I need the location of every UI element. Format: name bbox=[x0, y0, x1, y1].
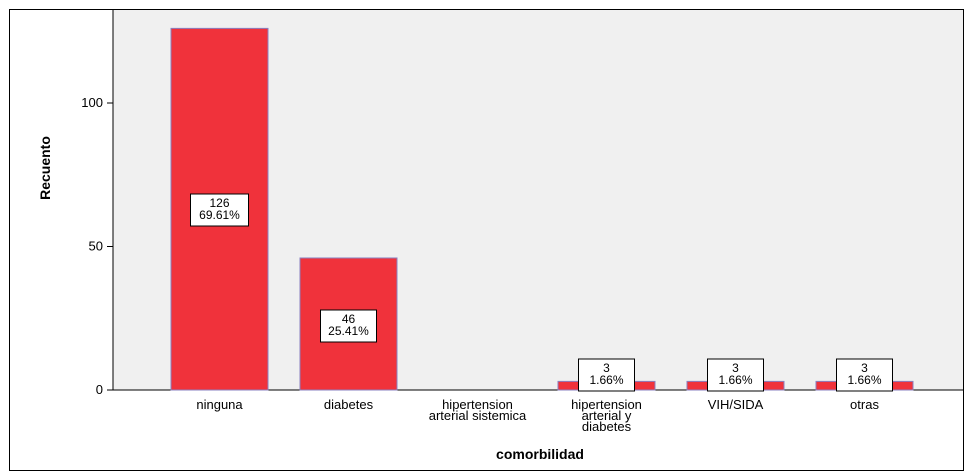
data-label-text: 46 25.41% bbox=[328, 312, 369, 338]
data-label-text: 3 1.66% bbox=[589, 361, 623, 387]
data-label: 3 1.66% bbox=[707, 358, 764, 392]
x-axis-title: comorbilidad bbox=[496, 446, 584, 462]
data-label: 3 1.66% bbox=[578, 358, 635, 392]
data-label: 3 1.66% bbox=[836, 358, 893, 392]
y-tick-label: 50 bbox=[89, 239, 103, 254]
data-label: 126 69.61% bbox=[190, 193, 249, 227]
x-tick-label: ninguna bbox=[196, 397, 243, 412]
x-tick-labels: ninguna diabetes hipertension arterial sist… bbox=[196, 397, 879, 434]
data-label-box bbox=[190, 193, 249, 227]
data-label-text: 3 1.66% bbox=[718, 361, 752, 387]
y-tick-label: 0 bbox=[96, 382, 103, 397]
x-tick-label: VIH/SIDA bbox=[708, 397, 764, 412]
data-label-text: 126 69.61% bbox=[199, 196, 240, 222]
data-labels: 126 69.61% 46 25.41% 3 1.66% 3 1.66% 3 1.66% bbox=[190, 193, 893, 392]
y-axis-title: Recuento bbox=[37, 136, 53, 200]
data-label-box bbox=[578, 358, 635, 392]
y-tick-label: 100 bbox=[81, 95, 103, 110]
data-label: 46 25.41% bbox=[320, 309, 377, 343]
x-tick-label: hipertension arterial sistemica bbox=[429, 397, 527, 423]
data-label-box bbox=[836, 358, 893, 392]
x-tick-label: hipertension arterial y diabetes bbox=[571, 397, 642, 434]
data-label-box bbox=[707, 358, 764, 392]
data-label-box bbox=[320, 309, 377, 343]
data-label-text: 3 1.66% bbox=[847, 361, 881, 387]
x-tick-label: diabetes bbox=[324, 397, 374, 412]
x-tick-label: otras bbox=[850, 397, 879, 412]
y-tick-labels: 0 50 100 bbox=[81, 95, 103, 397]
